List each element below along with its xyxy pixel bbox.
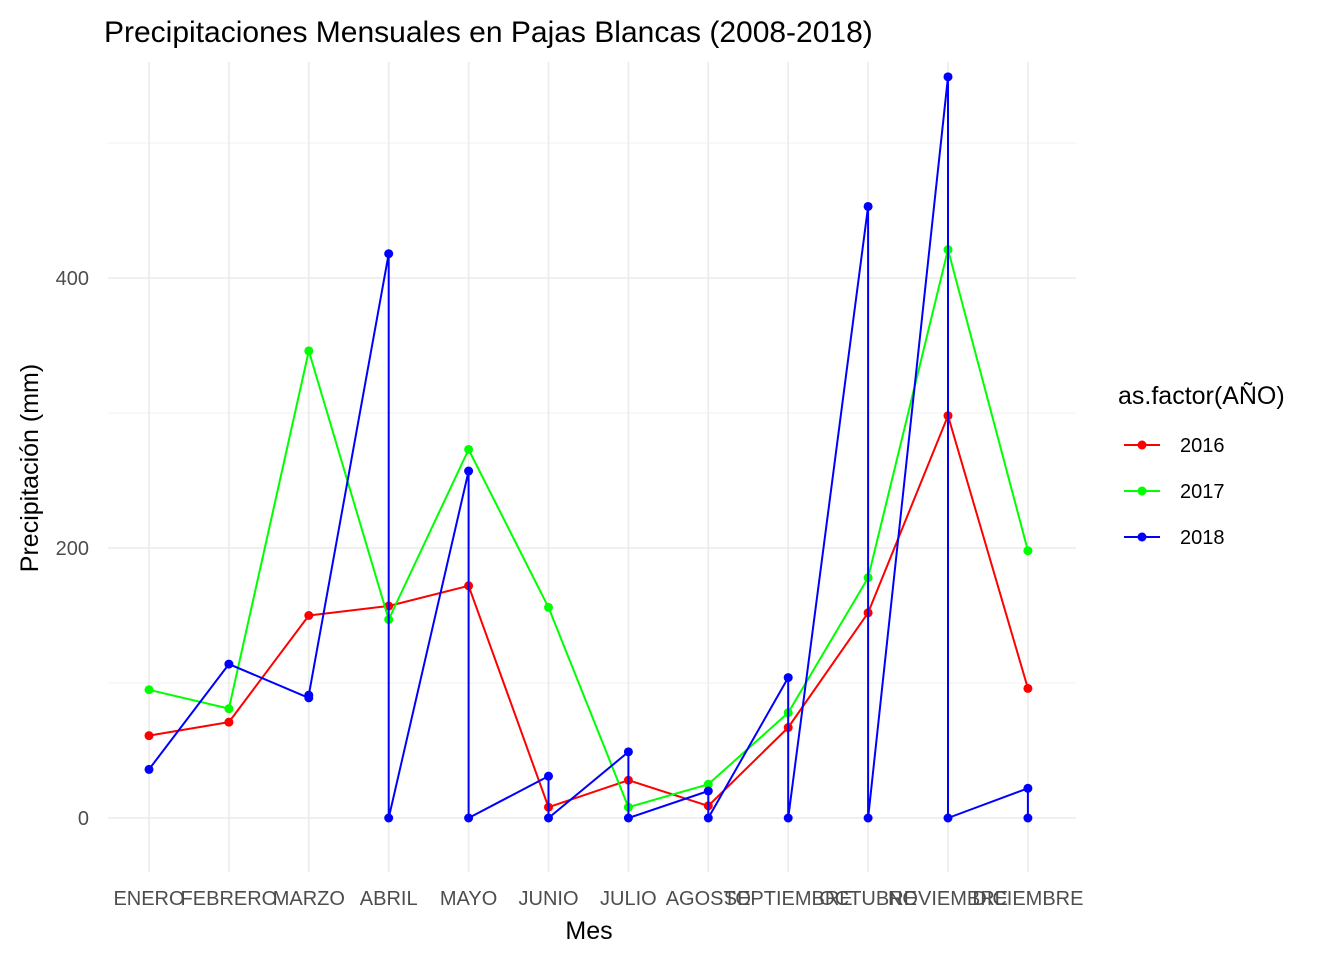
data-point [1023,783,1033,793]
x-tick-label: FEBRERO [181,888,278,910]
x-tick-label: JUNIO [519,888,579,910]
chart-title: Precipitaciones Mensuales en Pajas Blanc… [104,16,873,49]
data-point [863,201,873,211]
data-point [703,813,713,823]
legend-title: as.factor(AÑO) [1118,381,1285,410]
x-tick-label: OCTUBRE [819,888,917,910]
data-point [464,444,474,454]
x-tick-label: DICIEMBRE [972,888,1083,910]
data-point [544,813,553,823]
series-line-2016 [148,414,1029,809]
x-axis-title: Mes [565,917,612,945]
x-tick-label: SEPTIEMBRE [724,888,853,910]
data-point [304,690,314,700]
data-point [943,72,953,82]
data-point [464,466,474,476]
data-point [224,704,234,714]
data-point [304,346,314,356]
legend-key-point [1137,440,1147,450]
data-point [783,673,793,683]
x-tick-label: NOVIEMBRE [888,888,1008,910]
data-point [384,249,394,259]
series-layer [144,72,1033,823]
data-point [623,813,633,823]
data-point [224,659,234,669]
data-point [703,786,713,796]
data-point [144,685,154,695]
data-point [1023,683,1033,693]
x-tick-label: ABRIL [360,888,418,910]
x-tick-label: MARZO [273,888,345,910]
data-point [1023,546,1033,556]
data-point [464,813,474,823]
series-2018 [144,72,1033,823]
data-point [144,764,154,774]
series-2016 [144,411,1033,812]
data-point [544,602,553,612]
legend-label: 2016 [1180,435,1225,457]
x-tick-label: ENERO [113,888,184,910]
data-point [863,813,873,823]
data-point [384,813,394,823]
legend-key-point [1137,532,1147,542]
legend-label: 2018 [1180,527,1225,549]
data-point [783,813,793,823]
series-line-2017 [148,248,1029,809]
x-tick-label: MAYO [440,888,497,910]
x-tick-label: AGOSTO [666,888,751,910]
legend-label: 2017 [1180,481,1225,503]
legend: as.factor(AÑO) 2016 2017 2018 [1118,381,1285,549]
series-2017 [144,245,1033,812]
data-point [544,771,553,781]
y-tick-label: 0 [78,808,89,830]
grid-lines [108,62,1076,872]
data-point [1023,813,1033,823]
y-tick-label: 400 [56,268,89,290]
series-line-2018 [148,75,1029,819]
data-point [943,813,953,823]
y-tick-label: 200 [56,538,89,560]
data-point [304,611,314,620]
x-tick-label: JULIO [600,888,657,910]
data-point [144,731,154,741]
y-axis-title: Precipitación (mm) [16,364,44,572]
data-point [623,747,633,757]
legend-key-point [1137,486,1147,496]
data-point [224,717,234,727]
data-point [703,779,713,789]
